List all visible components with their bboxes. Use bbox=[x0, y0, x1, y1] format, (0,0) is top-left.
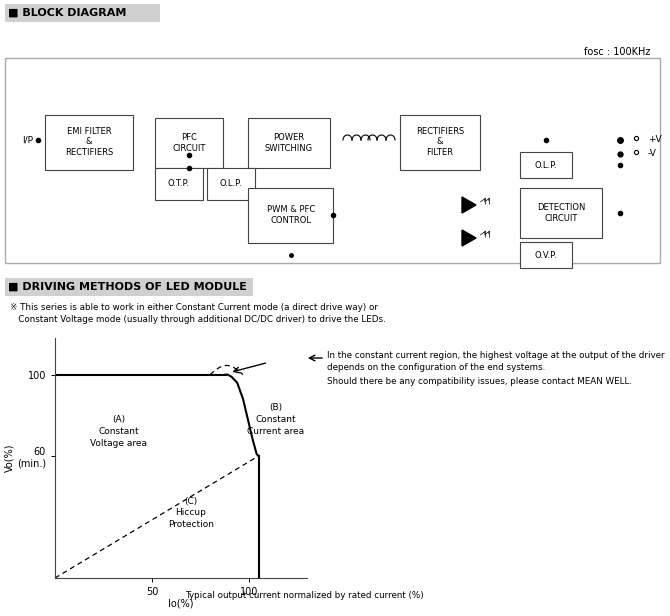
Bar bbox=[5, 58, 660, 263]
Text: DETECTION
CIRCUIT: DETECTION CIRCUIT bbox=[537, 203, 585, 223]
Bar bbox=[5, 278, 253, 296]
Text: (C)
Hiccup
Protection: (C) Hiccup Protection bbox=[168, 496, 214, 529]
Text: EMI FILTER
&
RECTIFIERS: EMI FILTER & RECTIFIERS bbox=[65, 127, 113, 157]
Text: Constant Voltage mode (usually through additional DC/DC driver) to drive the LED: Constant Voltage mode (usually through a… bbox=[10, 315, 386, 325]
Text: ■ DRIVING METHODS OF LED MODULE: ■ DRIVING METHODS OF LED MODULE bbox=[8, 282, 247, 292]
Bar bbox=[400, 115, 480, 170]
Text: I/P: I/P bbox=[22, 136, 33, 145]
Bar bbox=[520, 188, 602, 238]
Text: Should there be any compatibility issues, please contact MEAN WELL.: Should there be any compatibility issues… bbox=[327, 378, 632, 386]
Text: +V: +V bbox=[648, 134, 662, 144]
Text: In the constant current region, the highest voltage at the output of the driver: In the constant current region, the high… bbox=[327, 352, 665, 360]
Text: ■ BLOCK DIAGRAM: ■ BLOCK DIAGRAM bbox=[8, 8, 127, 18]
Text: -V: -V bbox=[648, 148, 657, 158]
Text: O.L.P.: O.L.P. bbox=[220, 179, 243, 188]
Bar bbox=[155, 168, 203, 200]
Text: ※ This series is able to work in either Constant Current mode (a direct drive wa: ※ This series is able to work in either … bbox=[10, 304, 378, 312]
Bar bbox=[248, 118, 330, 168]
Bar bbox=[5, 4, 160, 22]
Bar bbox=[520, 242, 572, 268]
X-axis label: Io(%): Io(%) bbox=[168, 598, 194, 609]
Text: POWER
SWITCHING: POWER SWITCHING bbox=[265, 133, 313, 153]
Bar bbox=[248, 188, 333, 243]
Text: (A)
Constant
Voltage area: (A) Constant Voltage area bbox=[90, 415, 147, 448]
Text: PWM & PFC
CONTROL: PWM & PFC CONTROL bbox=[267, 205, 315, 225]
Polygon shape bbox=[462, 230, 476, 246]
Text: O.V.P.: O.V.P. bbox=[535, 251, 557, 259]
Text: O.T.P.: O.T.P. bbox=[168, 179, 190, 188]
Text: O.L.P.: O.L.P. bbox=[535, 161, 557, 169]
Polygon shape bbox=[462, 197, 476, 213]
Y-axis label: Vo(%): Vo(%) bbox=[4, 444, 14, 472]
Bar bbox=[520, 152, 572, 178]
Text: depends on the configuration of the end systems.: depends on the configuration of the end … bbox=[327, 362, 545, 371]
Text: RECTIFIERS
&
FILTER: RECTIFIERS & FILTER bbox=[416, 127, 464, 157]
Bar bbox=[45, 115, 133, 170]
Bar bbox=[207, 168, 255, 200]
Bar bbox=[155, 118, 223, 168]
Text: (B)
Constant
Current area: (B) Constant Current area bbox=[247, 403, 305, 436]
Text: fosc : 100KHz: fosc : 100KHz bbox=[584, 47, 650, 57]
Text: Typical output current normalized by rated current (%): Typical output current normalized by rat… bbox=[185, 591, 423, 601]
Text: PFC
CIRCUIT: PFC CIRCUIT bbox=[172, 133, 206, 153]
